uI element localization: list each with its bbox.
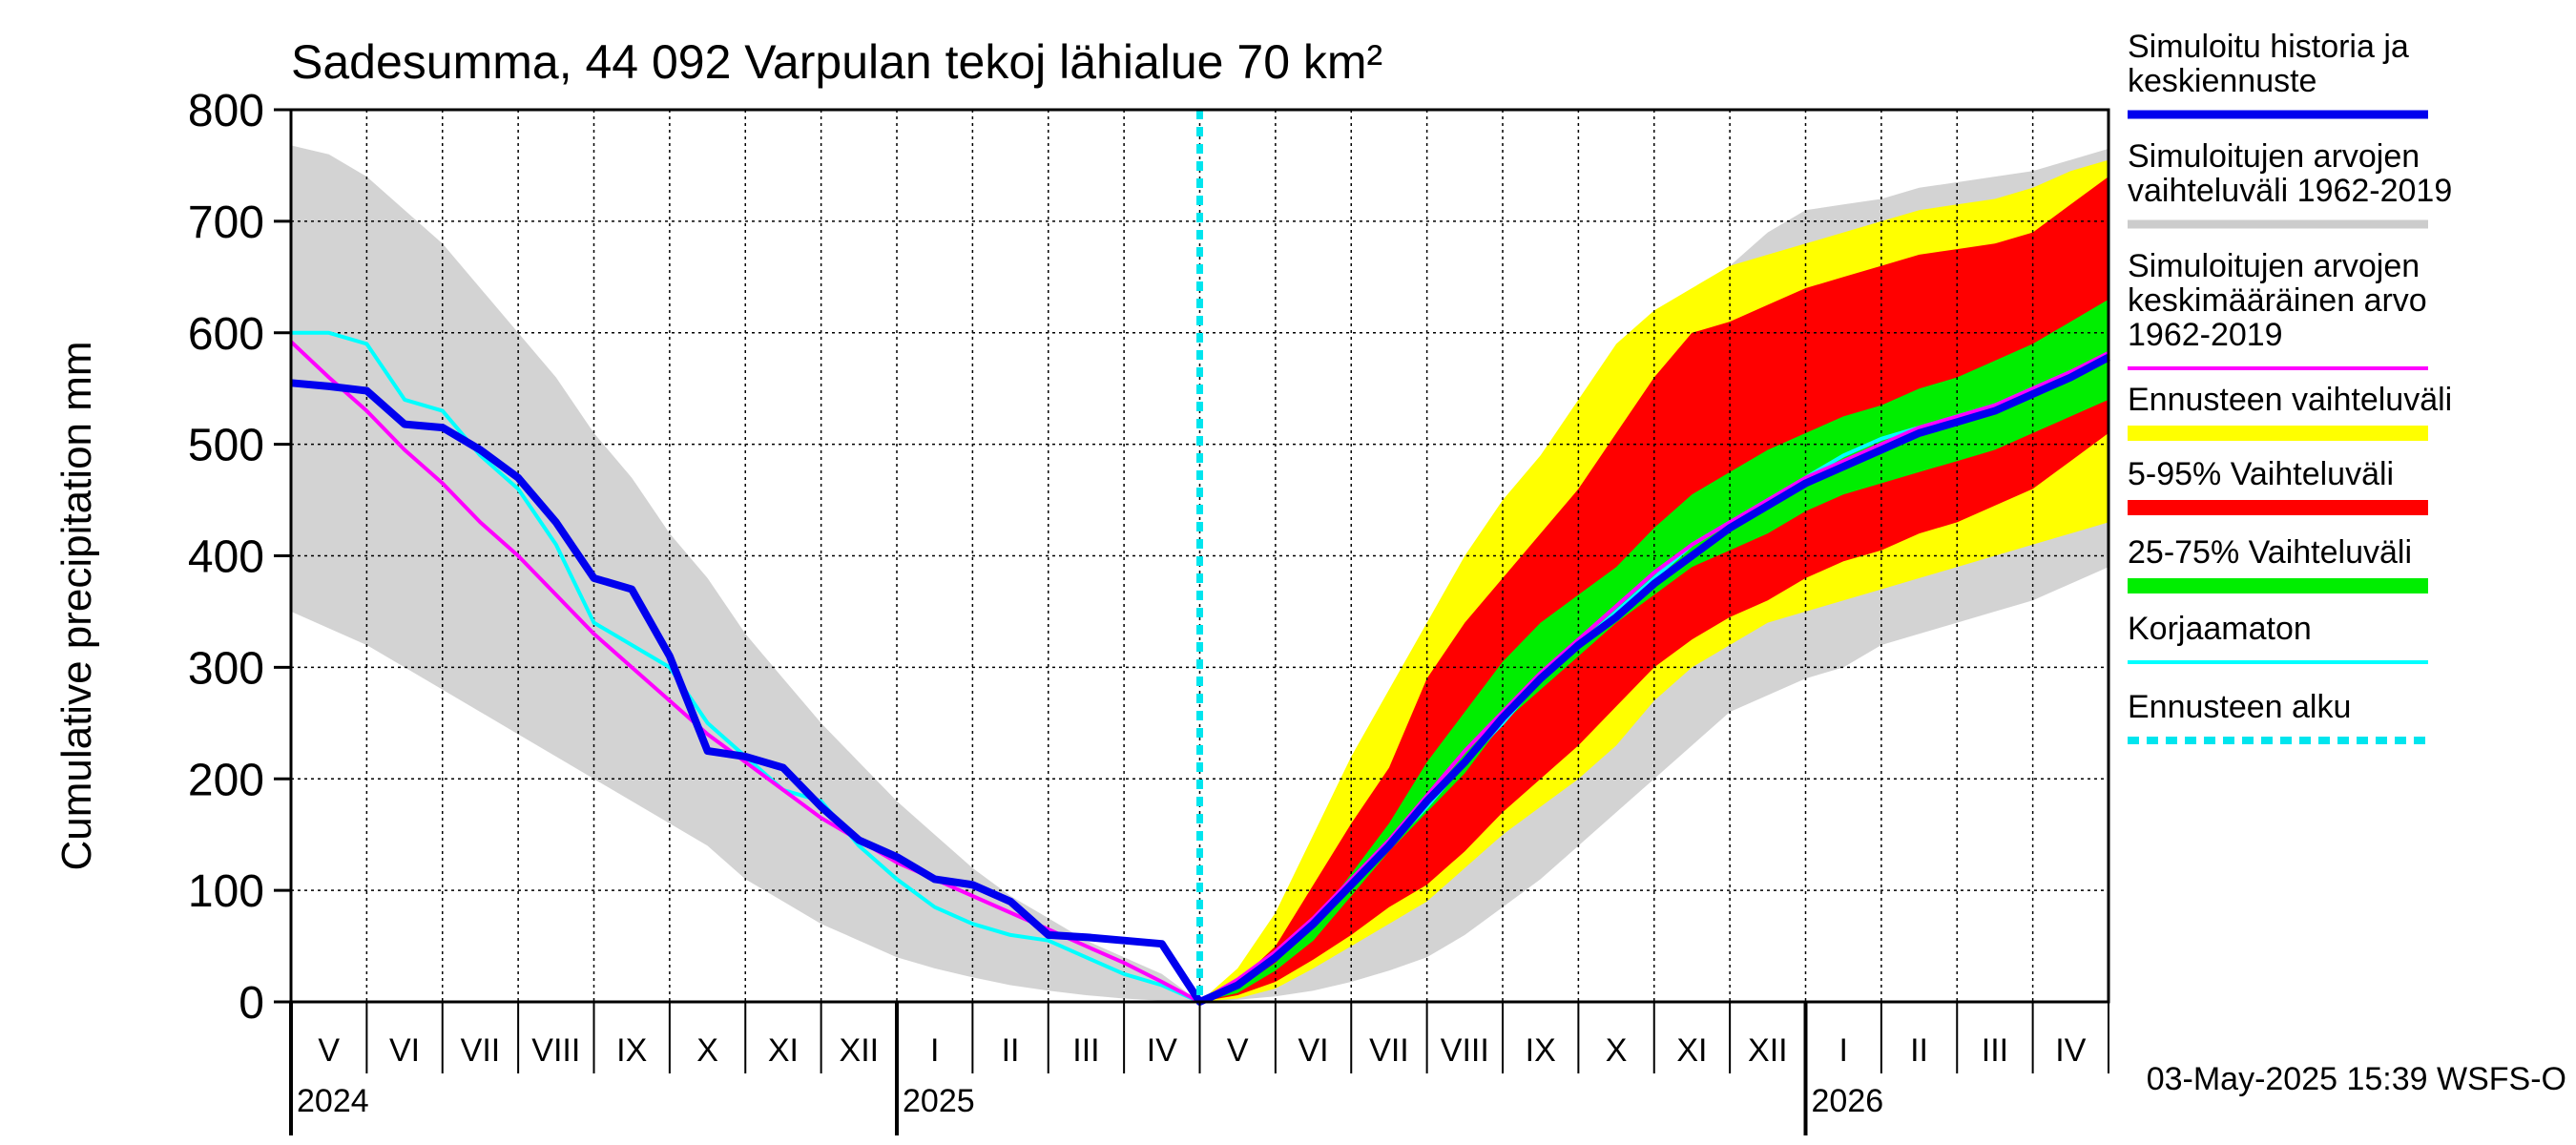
month-tick-label: XI bbox=[1676, 1032, 1707, 1069]
month-tick-label: II bbox=[1910, 1032, 1928, 1069]
legend-label-hist: Simuloitu historia ja bbox=[2128, 29, 2409, 65]
month-tick-label: VIII bbox=[1441, 1032, 1489, 1069]
legend-label-mean: keskimääräinen arvo bbox=[2128, 282, 2427, 319]
month-tick-label: XII bbox=[840, 1032, 880, 1069]
legend-swatch-p2575 bbox=[2128, 578, 2428, 593]
y-axis-label: Cumulative precipitation mm bbox=[53, 341, 100, 870]
legend-label-p595: 5-95% Vaihteluväli bbox=[2128, 456, 2394, 492]
y-tick-label: 500 bbox=[188, 421, 264, 471]
legend-swatch-p595 bbox=[2128, 500, 2428, 515]
year-label: 2024 bbox=[297, 1083, 369, 1119]
month-tick-label: III bbox=[1982, 1032, 2008, 1069]
y-tick-label: 300 bbox=[188, 643, 264, 694]
year-label: 2026 bbox=[1812, 1083, 1884, 1119]
legend-label-mean: Simuloitujen arvojen bbox=[2128, 248, 2420, 284]
month-tick-label: VII bbox=[461, 1032, 501, 1069]
month-tick-label: X bbox=[696, 1032, 718, 1069]
legend-label-start: Ennusteen alku bbox=[2128, 689, 2351, 725]
month-tick-label: I bbox=[1839, 1032, 1847, 1069]
month-tick-label: IV bbox=[1147, 1032, 1177, 1069]
month-tick-label: IX bbox=[1526, 1032, 1556, 1069]
month-tick-label: X bbox=[1606, 1032, 1628, 1069]
y-tick-label: 600 bbox=[188, 309, 264, 360]
month-tick-label: IV bbox=[2055, 1032, 2086, 1069]
y-tick-label: 0 bbox=[239, 978, 264, 1029]
month-tick-label: I bbox=[930, 1032, 939, 1069]
legend-label-raw: Korjaamaton bbox=[2128, 611, 2312, 647]
month-tick-label: VIII bbox=[531, 1032, 580, 1069]
legend-label-range: vaihteluväli 1962-2019 bbox=[2128, 173, 2452, 209]
y-tick-label: 100 bbox=[188, 866, 264, 917]
legend-label-mean: 1962-2019 bbox=[2128, 317, 2283, 353]
year-label: 2025 bbox=[903, 1083, 975, 1119]
month-tick-label: III bbox=[1072, 1032, 1099, 1069]
chart-title: Sadesumma, 44 092 Varpulan tekoj lähialu… bbox=[291, 35, 1382, 89]
y-tick-label: 400 bbox=[188, 532, 264, 583]
month-tick-label: XI bbox=[768, 1032, 799, 1069]
month-tick-label: V bbox=[318, 1032, 340, 1069]
y-tick-label: 700 bbox=[188, 198, 264, 248]
footer-timestamp: 03-May-2025 15:39 WSFS-O bbox=[2147, 1061, 2566, 1097]
month-tick-label: V bbox=[1227, 1032, 1249, 1069]
month-tick-label: XII bbox=[1748, 1032, 1788, 1069]
percentile-25-75-band bbox=[1199, 299, 2109, 1002]
month-tick-label: II bbox=[1002, 1032, 1020, 1069]
legend-swatch-fc bbox=[2128, 426, 2428, 441]
legend-label-p2575: 25-75% Vaihteluväli bbox=[2128, 534, 2412, 571]
y-tick-label: 200 bbox=[188, 755, 264, 805]
month-tick-label: VI bbox=[389, 1032, 420, 1069]
legend-label-range: Simuloitujen arvojen bbox=[2128, 138, 2420, 175]
legend-label-hist: keskiennuste bbox=[2128, 63, 2316, 99]
historical-range-band bbox=[291, 145, 2109, 1002]
month-tick-label: IX bbox=[616, 1032, 647, 1069]
month-tick-label: VII bbox=[1369, 1032, 1409, 1069]
month-tick-label: VI bbox=[1298, 1032, 1329, 1069]
y-tick-label: 800 bbox=[188, 86, 264, 136]
legend-label-fc: Ennusteen vaihteluväli bbox=[2128, 382, 2452, 418]
